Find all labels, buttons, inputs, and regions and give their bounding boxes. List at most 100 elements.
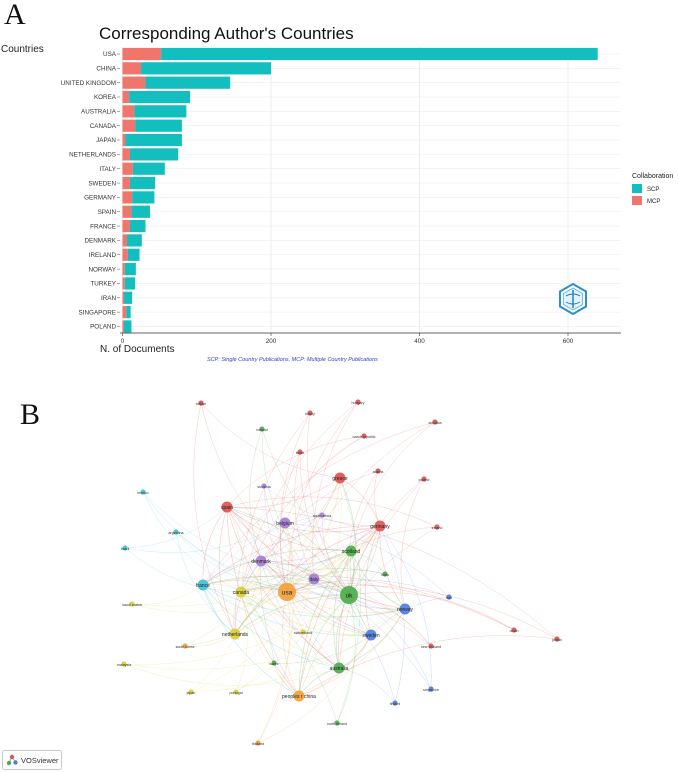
node-label: turkiye bbox=[196, 402, 207, 406]
node-south-africa bbox=[319, 512, 325, 518]
network-edge bbox=[226, 506, 244, 593]
bar-mcp-iran bbox=[122, 291, 124, 304]
node-label: slovakia bbox=[429, 421, 442, 425]
chart-title: Corresponding Author's Countries bbox=[99, 24, 354, 43]
node-label: france bbox=[196, 583, 210, 589]
bar-mcp-korea bbox=[122, 90, 130, 104]
network-edge bbox=[298, 635, 558, 697]
network-edge bbox=[124, 506, 228, 549]
network-edge bbox=[240, 525, 381, 593]
node-peoples-r-china bbox=[293, 690, 305, 702]
bar-mcp-australia bbox=[122, 105, 135, 118]
network-edge bbox=[263, 485, 315, 580]
network-edge bbox=[142, 491, 288, 593]
network-edge bbox=[235, 550, 352, 693]
network-edge bbox=[307, 412, 350, 596]
legend-swatch-scp bbox=[632, 184, 642, 193]
network-edge bbox=[226, 506, 352, 552]
vosviewer-logo-icon bbox=[6, 754, 18, 766]
node-label: argentina bbox=[169, 531, 184, 535]
network-edge bbox=[240, 591, 406, 617]
network-edge bbox=[175, 531, 350, 596]
gridlines bbox=[120, 47, 621, 333]
bar-mcp-france bbox=[122, 219, 130, 233]
network-edge bbox=[240, 522, 286, 593]
network-edge bbox=[234, 550, 352, 635]
node-japan bbox=[188, 689, 194, 695]
node-usa bbox=[278, 583, 296, 601]
node-label: saudi arabia bbox=[122, 603, 142, 607]
network-edge bbox=[298, 594, 350, 697]
bar-mcp-denmark bbox=[122, 234, 127, 247]
category-label: CANADA bbox=[90, 123, 117, 130]
node-singapore bbox=[428, 686, 434, 692]
category-label: UNITED KINGDOM bbox=[61, 80, 116, 87]
network-edge bbox=[313, 569, 386, 580]
network-edge bbox=[348, 592, 515, 631]
vosviewer-badge[interactable]: VOSviewer bbox=[2, 750, 62, 770]
node-austria bbox=[375, 468, 381, 474]
node-label: denmark bbox=[251, 559, 271, 565]
node-label: iran bbox=[446, 596, 452, 600]
network-edge bbox=[240, 550, 352, 593]
network-edge bbox=[286, 579, 450, 598]
network-edge bbox=[123, 663, 340, 686]
legend-title: Collaboration bbox=[632, 173, 673, 180]
node-canada bbox=[235, 586, 247, 598]
category-label: SWEDEN bbox=[88, 180, 116, 187]
network-edge bbox=[257, 522, 294, 744]
category-label: KOREA bbox=[94, 94, 117, 101]
network-edge bbox=[373, 470, 381, 527]
bar-mcp-canada bbox=[122, 119, 136, 132]
network-edge bbox=[286, 591, 406, 614]
network-edge bbox=[348, 594, 432, 690]
category-label: JAPAN bbox=[96, 137, 116, 144]
node-label: czech republic bbox=[353, 435, 376, 439]
node-label: portugal bbox=[230, 691, 243, 695]
network-edge bbox=[260, 550, 352, 566]
bar-mcp-italy bbox=[122, 162, 133, 175]
category-label: NETHERLANDS bbox=[69, 152, 116, 159]
network-edge bbox=[260, 470, 379, 562]
node-label: spain bbox=[221, 505, 233, 511]
network-edge bbox=[123, 594, 350, 665]
legend-label-mcp: MCP bbox=[647, 199, 660, 205]
network-edge bbox=[261, 428, 406, 610]
node-south-korea bbox=[182, 643, 188, 649]
node-label: north ireland bbox=[327, 722, 347, 726]
network-edge bbox=[400, 478, 425, 610]
category-label: NORWAY bbox=[88, 266, 116, 273]
network-edge bbox=[280, 412, 311, 593]
network-edge bbox=[379, 525, 432, 690]
network-edge bbox=[226, 506, 350, 596]
category-label: IRAN bbox=[101, 295, 116, 302]
network-edge bbox=[298, 667, 340, 697]
bar-scp-iran bbox=[123, 291, 133, 304]
network-edge bbox=[240, 582, 515, 631]
network-edge bbox=[202, 506, 228, 586]
bar-scp-turkey bbox=[124, 277, 136, 290]
node-brazil bbox=[122, 545, 128, 551]
network-edge bbox=[260, 560, 372, 636]
node-label: sweden bbox=[362, 633, 379, 639]
network-edge bbox=[142, 491, 315, 580]
network-edge bbox=[226, 506, 300, 697]
vosviewer-label: VOSviewer bbox=[21, 755, 59, 765]
node-iran bbox=[446, 594, 452, 600]
network-edge bbox=[302, 477, 342, 633]
network-edge bbox=[240, 591, 340, 669]
network-edge bbox=[282, 591, 300, 697]
network-edge bbox=[338, 478, 425, 669]
node-mexico bbox=[140, 489, 146, 495]
network-edge bbox=[235, 591, 248, 693]
network-edge bbox=[200, 402, 341, 479]
node-label: wales bbox=[269, 662, 278, 666]
network-edge bbox=[339, 477, 381, 527]
network-edge bbox=[294, 451, 315, 580]
network-edge bbox=[202, 584, 340, 669]
network-edge bbox=[202, 525, 381, 586]
node-label: scotland bbox=[342, 549, 361, 555]
node-australia bbox=[333, 662, 345, 674]
node-india bbox=[382, 571, 388, 577]
node-slovakia bbox=[432, 419, 438, 425]
